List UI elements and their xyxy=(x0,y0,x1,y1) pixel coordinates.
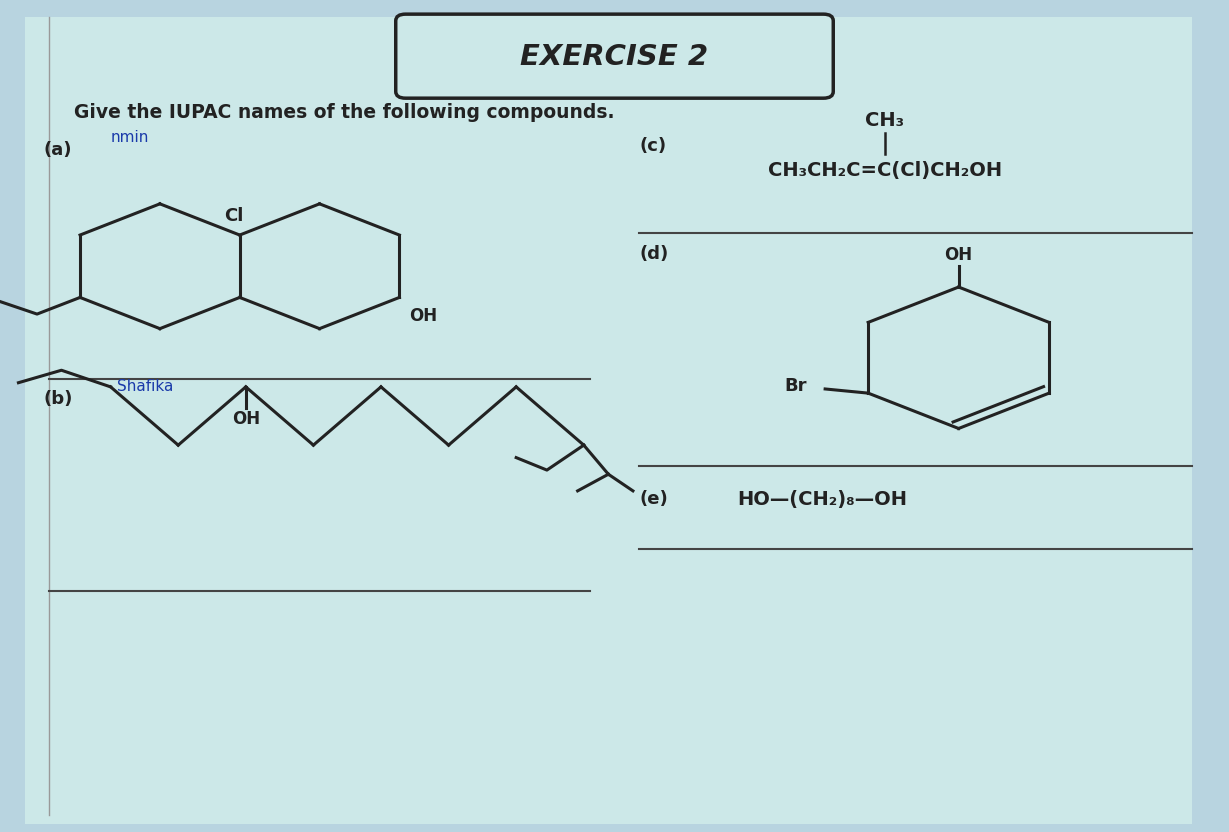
Text: nmin: nmin xyxy=(111,130,149,145)
Text: EXERCISE 2: EXERCISE 2 xyxy=(520,42,709,71)
Text: Br: Br xyxy=(784,378,806,395)
Text: (c): (c) xyxy=(639,136,666,155)
Text: Give the IUPAC names of the following compounds.: Give the IUPAC names of the following co… xyxy=(74,103,614,121)
Text: CH₃CH₂C=C(Cl)CH₂OH: CH₃CH₂C=C(Cl)CH₂OH xyxy=(768,161,1002,180)
Text: (b): (b) xyxy=(43,390,73,409)
Text: CH₃: CH₃ xyxy=(865,111,905,130)
Text: OH: OH xyxy=(232,410,259,428)
Text: OH: OH xyxy=(945,245,972,264)
Text: Cl: Cl xyxy=(224,207,243,225)
Text: (d): (d) xyxy=(639,245,669,263)
Text: OH: OH xyxy=(409,307,438,325)
Text: HO—(CH₂)₈—OH: HO—(CH₂)₈—OH xyxy=(737,490,907,508)
Text: (e): (e) xyxy=(639,490,667,508)
FancyBboxPatch shape xyxy=(25,17,1192,824)
Text: Shafika: Shafika xyxy=(117,379,173,394)
FancyBboxPatch shape xyxy=(396,14,833,98)
Text: (a): (a) xyxy=(43,141,71,159)
